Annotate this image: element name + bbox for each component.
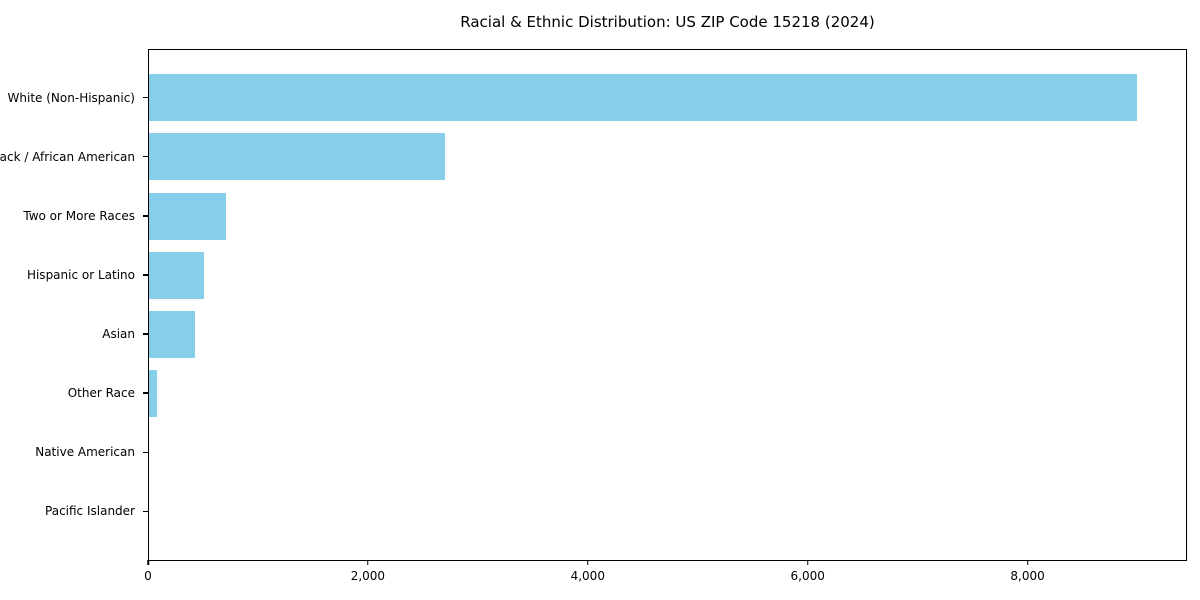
bar-row xyxy=(149,127,1186,186)
y-tick-mark xyxy=(143,510,148,513)
y-category-row: Hispanic or Latino xyxy=(0,245,148,304)
y-tick-mark xyxy=(143,96,148,99)
x-tick-label: 2,000 xyxy=(350,569,386,583)
bar-row xyxy=(149,483,1186,542)
bar-row xyxy=(149,424,1186,483)
y-tick-mark xyxy=(143,451,148,454)
y-category-row: White (Non-Hispanic) xyxy=(0,68,148,127)
x-tick-mark xyxy=(147,560,149,565)
bar xyxy=(149,311,196,359)
x-tick-label: 8,000 xyxy=(1010,569,1045,583)
bar-row xyxy=(149,364,1186,423)
bar xyxy=(149,370,158,418)
y-tick-mark xyxy=(143,274,148,276)
x-tick-mark xyxy=(1026,560,1029,565)
bar xyxy=(149,251,204,299)
y-category-row: Other Race xyxy=(0,364,148,423)
bar-row xyxy=(149,187,1186,246)
y-tick-label: Black / African American xyxy=(0,149,135,164)
x-tick-mark xyxy=(367,560,369,565)
x-tick-label: 4,000 xyxy=(570,569,605,583)
y-axis-labels: White (Non-Hispanic) Black / African Amer… xyxy=(0,50,148,559)
bar-row xyxy=(149,305,1186,364)
y-tick-label: Asian xyxy=(102,327,135,342)
y-tick-label: Native American xyxy=(35,445,135,460)
y-category-row: Pacific Islander xyxy=(0,482,148,541)
bar xyxy=(149,192,226,240)
y-tick-label: Hispanic or Latino xyxy=(26,267,135,282)
x-tick-label: 6,000 xyxy=(790,569,825,583)
x-axis: 0 2,000 4,000 6,000 8,000 xyxy=(144,560,1187,594)
y-tick-mark xyxy=(143,155,148,158)
y-tick-mark xyxy=(143,392,148,394)
chart-title: Racial & Ethnic Distribution: US ZIP Cod… xyxy=(460,13,875,31)
y-category-row: Asian xyxy=(0,305,148,364)
y-tick-label: Pacific Islander xyxy=(45,504,135,519)
y-category-row: Black / African American xyxy=(0,127,148,186)
plot-area xyxy=(148,49,1187,561)
y-tick-mark xyxy=(143,333,148,335)
y-category-row: Two or More Races xyxy=(0,186,148,245)
y-tick-label: Two or More Races xyxy=(23,208,135,223)
y-category-row: Native American xyxy=(0,423,148,482)
y-tick-mark xyxy=(143,215,148,217)
x-tick-label: 0 xyxy=(144,569,152,583)
bar-row xyxy=(149,246,1186,305)
bar xyxy=(149,74,1137,122)
y-tick-label: Other Race xyxy=(67,386,135,401)
bar xyxy=(149,133,446,181)
x-tick-mark xyxy=(587,560,589,565)
y-tick-label: White (Non-Hispanic) xyxy=(7,90,135,105)
bar-row xyxy=(149,68,1186,127)
x-tick-mark xyxy=(806,560,809,565)
